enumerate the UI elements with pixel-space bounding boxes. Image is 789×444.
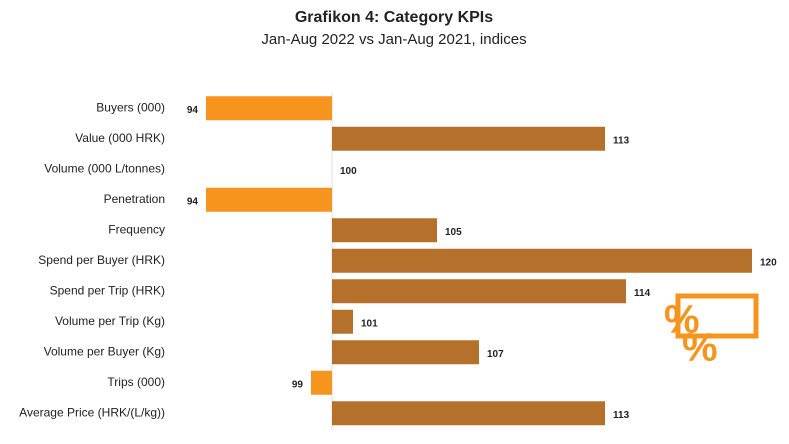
bar [311, 370, 332, 395]
value-label: 101 [361, 318, 378, 329]
bar [332, 401, 605, 426]
value-label: 94 [187, 105, 199, 116]
category-label: Spend per Trip (HRK) [50, 283, 165, 297]
category-label: Volume (000 L/tonnes) [44, 161, 165, 175]
bar [332, 248, 752, 273]
value-label: 114 [634, 288, 651, 299]
value-label: 107 [487, 349, 504, 360]
value-label: 100 [340, 166, 357, 177]
category-label: Frequency [108, 222, 165, 236]
category-label: Volume per Buyer (Kg) [44, 344, 165, 358]
bar [206, 96, 332, 121]
category-label: Buyers (000) [96, 100, 165, 114]
bar [332, 279, 626, 304]
value-label: 113 [613, 410, 630, 421]
category-label: Spend per Buyer (HRK) [38, 253, 165, 267]
category-label: Value (000 HRK) [75, 131, 165, 145]
category-label: Trips (000) [107, 375, 165, 389]
svg-text:%: % [664, 298, 700, 342]
bar [332, 126, 605, 151]
category-label: Penetration [104, 192, 165, 206]
chart-title: Grafikon 4: Category KPIs [295, 9, 493, 26]
category-label: Volume per Trip (Kg) [55, 314, 165, 328]
value-label: 105 [445, 227, 462, 238]
bar [332, 340, 479, 365]
bar [206, 187, 332, 212]
value-label: 94 [187, 196, 199, 207]
bar [332, 218, 437, 243]
value-label: 99 [292, 379, 304, 390]
value-label: 113 [613, 135, 630, 146]
percent-icon: % % [664, 293, 759, 370]
category-label: Average Price (HRK/(L/kg)) [19, 405, 165, 419]
bar [332, 309, 353, 334]
svg-text:%: % [682, 326, 718, 370]
value-label: 120 [760, 257, 777, 268]
chart-subtitle: Jan-Aug 2022 vs Jan-Aug 2021, indices [261, 31, 526, 48]
